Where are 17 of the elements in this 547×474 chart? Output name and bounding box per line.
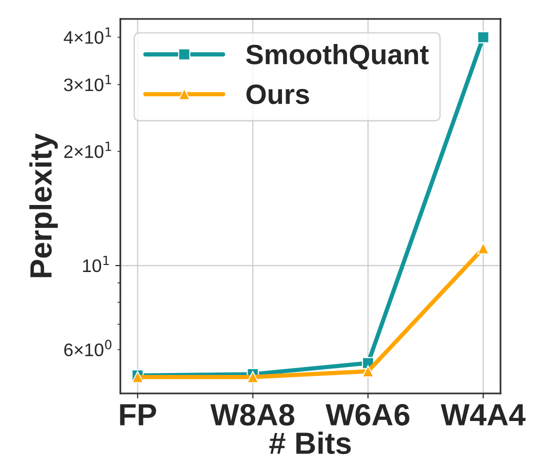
point bbox=[477, 242, 490, 254]
y-tick-label: 2×10$^{1}$ bbox=[64, 142, 112, 158]
point bbox=[246, 371, 259, 384]
point bbox=[362, 365, 374, 378]
y-tick-label: 6×10$^{0}$ bbox=[64, 340, 112, 356]
x-tick-label: W8A8 bbox=[210, 404, 294, 426]
y-tick-label: 4×10$^{1}$ bbox=[64, 28, 112, 44]
legend-label: Ours bbox=[246, 84, 310, 104]
point bbox=[477, 31, 490, 44]
y-tick-label: 10$^{1}$ bbox=[83, 256, 109, 272]
y-tick-label: 3×10$^{1}$ bbox=[64, 74, 112, 92]
x-tick-label: FP bbox=[120, 404, 156, 426]
legend-label: SmoothQuant bbox=[246, 44, 429, 70]
x-tick-label: W6A6 bbox=[326, 404, 410, 426]
x-axis-title: # Bits bbox=[269, 432, 351, 454]
y-axis-title: Perplexity bbox=[29, 133, 58, 278]
x-tick-label: W4A4 bbox=[440, 404, 526, 426]
